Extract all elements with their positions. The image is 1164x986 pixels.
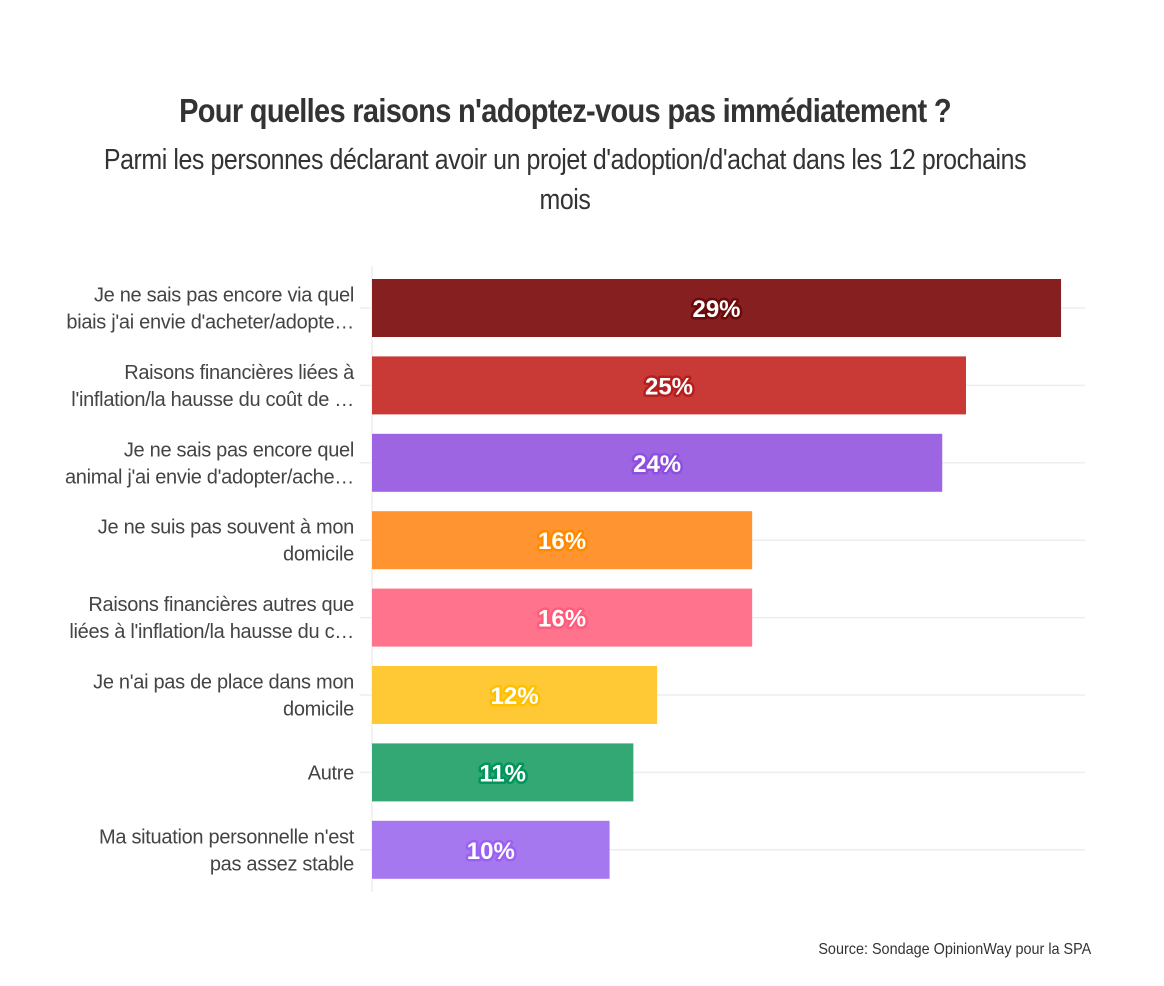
bar	[372, 511, 753, 570]
value-label: 29%	[692, 296, 740, 323]
category-label: Autre	[308, 762, 354, 784]
category-label: Raisons financières liées à	[124, 362, 355, 384]
category-label: Je ne sais pas encore via quel	[94, 285, 354, 307]
category-label: Je n'ai pas de place dans mon	[93, 672, 354, 694]
bar	[372, 743, 634, 802]
category-label: domicile	[283, 699, 354, 721]
category-label: Je ne sais pas encore quel	[124, 439, 354, 461]
chart-title: Pour quelles raisons n'adoptez-vous pas …	[179, 92, 952, 129]
bar	[372, 356, 966, 415]
source-note: Source: Sondage OpinionWay pour la SPA	[818, 941, 1091, 958]
category-label: l'inflation/la hausse du coût de …	[71, 389, 354, 411]
bar	[372, 433, 943, 492]
category-label: domicile	[283, 544, 354, 566]
value-label: 16%	[538, 606, 586, 633]
category-labels: Je ne sais pas encore via quel biais j'ai…	[65, 285, 355, 876]
category-label: Raisons financières autres que	[88, 594, 354, 616]
value-label: 24%	[633, 451, 681, 478]
bar	[372, 588, 753, 647]
bar	[372, 820, 610, 879]
value-label: 25%	[645, 373, 693, 400]
value-label: 12%	[491, 683, 539, 710]
bars	[372, 279, 1062, 879]
value-labels: 29% 25% 24% 16% 16% 12% 11% 10%	[464, 294, 743, 868]
category-label: liées à l'inflation/la hausse du c…	[69, 621, 354, 643]
category-label: biais j'ai envie d'acheter/adopte…	[66, 312, 354, 334]
value-label: 11%	[479, 760, 526, 787]
category-label: Je ne suis pas souvent à mon	[98, 517, 354, 539]
category-label: pas assez stable	[210, 853, 354, 875]
value-label: 16%	[538, 528, 586, 555]
bar	[372, 279, 1062, 337]
value-label: 10%	[467, 838, 515, 865]
category-label: animal j'ai envie d'adopter/ache…	[65, 466, 354, 488]
category-label: Ma situation personnelle n'est	[99, 826, 355, 848]
bar	[372, 666, 658, 724]
chart-subtitle: Parmi les personnes déclarant avoir un p…	[103, 144, 1027, 216]
